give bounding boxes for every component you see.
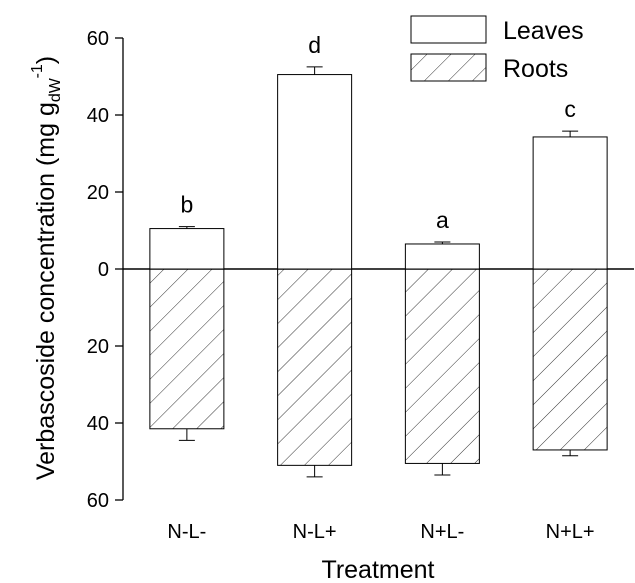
y-axis-title: Verbascoside concentration (mg gdW-1) xyxy=(29,56,64,480)
y-tick-label: 40 xyxy=(87,105,109,127)
legend-label-roots: Roots xyxy=(503,55,568,83)
legend-swatch-leaves xyxy=(410,15,487,44)
legend: Leaves Roots xyxy=(410,15,584,83)
bar-roots xyxy=(404,268,480,464)
y-tick-label: 20 xyxy=(87,182,109,204)
labels: b N-L-d N-L+ a N+L-c N+L+ Treatment Verbascosid… xyxy=(29,32,595,583)
legend-swatch-roots xyxy=(410,53,487,82)
x-tick-label: N-L+ xyxy=(293,521,337,543)
x-tick-label: N-L- xyxy=(167,521,206,543)
bar-roots xyxy=(149,268,225,430)
significance-label: c xyxy=(564,96,576,122)
bar-leaves xyxy=(277,74,353,270)
bar-roots xyxy=(277,268,353,466)
significance-label: d xyxy=(308,32,321,58)
significance-label: b xyxy=(180,192,193,218)
axes: 60 40 20 0 20 40 60 xyxy=(87,28,634,512)
y-tick-label: 60 xyxy=(87,28,109,50)
y-tick-label: 20 xyxy=(87,336,109,358)
x-tick-label: N+L- xyxy=(420,521,464,543)
bars xyxy=(149,66,608,478)
bar-leaves xyxy=(149,228,225,270)
bar-leaves xyxy=(404,243,480,270)
x-tick-label: N+L+ xyxy=(546,521,595,543)
y-tick-label: 60 xyxy=(87,490,109,512)
y-tick-label: 0 xyxy=(98,259,109,281)
bar-roots xyxy=(532,268,608,451)
bar-leaves xyxy=(532,136,608,270)
x-axis-title: Treatment xyxy=(321,556,434,583)
legend-label-leaves: Leaves xyxy=(503,17,584,45)
significance-label: a xyxy=(436,207,449,233)
y-tick-label: 40 xyxy=(87,413,109,435)
